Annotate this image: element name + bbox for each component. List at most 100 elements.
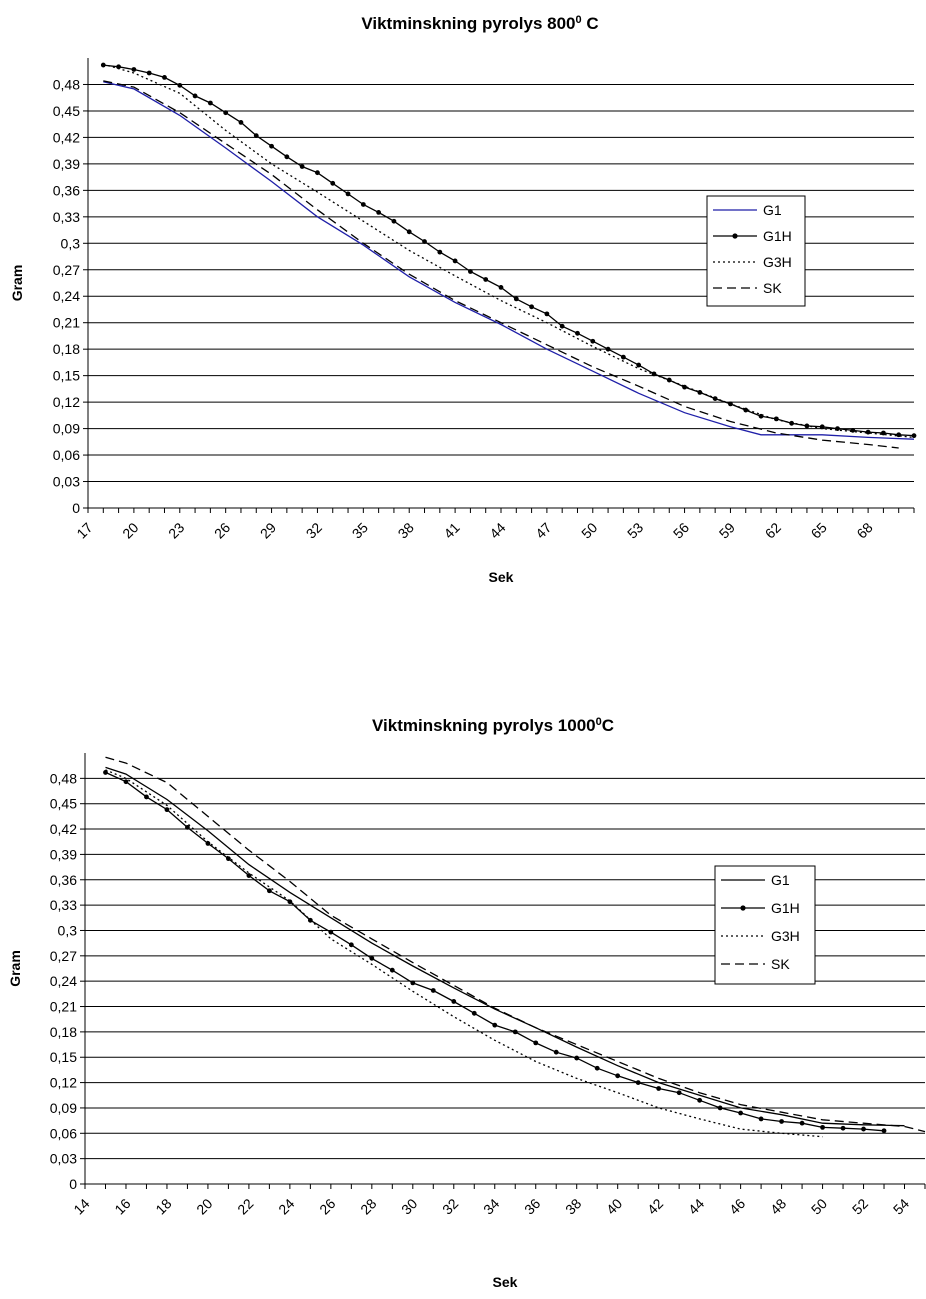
- chart2-legend: [714, 865, 816, 985]
- chart1-x-tick-label: 50: [578, 519, 600, 541]
- chart-800c: Viktminskning pyrolys 8000 C 0 0,03 0,06 0,0…: [0, 0, 926, 640]
- chart1-series-g1h-point: [575, 330, 580, 336]
- chart1-x-tick-label: 20: [119, 519, 141, 541]
- chart1-series-g1h-point: [406, 229, 412, 235]
- chart2-y-tick-label: 0,12: [50, 1075, 77, 1091]
- chart1-series-g1h-point: [253, 133, 259, 139]
- chart1-y-tick-label: 0,39: [53, 156, 80, 172]
- chart2-x-tick-label: 40: [603, 1195, 625, 1217]
- chart2-y-tick-label: 0,27: [50, 948, 77, 964]
- chart1-legend: [706, 195, 806, 307]
- chart2-legend-marker-g1h: [740, 905, 746, 911]
- chart1-series-g1h-line: [103, 64, 915, 437]
- chart1-series-g1h-point: [315, 170, 320, 176]
- chart2-series-g1h-point: [717, 1105, 723, 1111]
- chart2-series-g1h-point: [820, 1124, 825, 1130]
- chart2-series-g1h-point: [471, 1010, 477, 1016]
- chart1-x-tick-label: 47: [532, 519, 554, 541]
- chart2-title-suffix: C: [602, 716, 614, 735]
- chart1-series-g1h-point: [697, 390, 703, 395]
- chart1-series-g1h-point: [146, 70, 152, 76]
- chart1-x-tick-label: 68: [853, 519, 875, 541]
- chart1-series-g3h-line: [103, 63, 915, 439]
- chart2-y-tick-label: 0,21: [50, 999, 77, 1015]
- chart2-title: Viktminskning pyrolys 10000C: [372, 716, 614, 735]
- chart1-series-g1h-point: [498, 285, 504, 290]
- chart2-x-tick-label: 50: [808, 1195, 830, 1217]
- chart1-legend-label-g1: G1: [763, 202, 782, 218]
- chart2-x-tick-label: 44: [685, 1195, 707, 1217]
- chart2-series-g1h-point: [533, 1040, 539, 1046]
- chart1-y-tick-label: 0,18: [53, 341, 80, 357]
- chart2-x-tick-label: 24: [275, 1195, 297, 1217]
- chart1-series-g1h-point: [865, 429, 871, 435]
- chart1-series-g1-line: [103, 81, 915, 440]
- chart2-series-g1h-point: [430, 988, 436, 993]
- chart1-series-g1h-point: [850, 427, 856, 433]
- chart1-y-tick-label: 0,24: [53, 288, 80, 304]
- chart1-y-tick-label: 0,03: [53, 474, 80, 490]
- chart2-series-g1h-point: [676, 1090, 682, 1096]
- chart2-x-tick-label: 28: [357, 1195, 379, 1217]
- chart2-series-g1h-point: [103, 770, 108, 775]
- chart1-series-g1h-point: [269, 143, 274, 149]
- chart2-series-g1h-point: [758, 1116, 764, 1122]
- chart1-title-suffix: C: [582, 14, 599, 33]
- chart1-series-g1h-point: [437, 249, 443, 255]
- chart2-y-tick-label: 0: [69, 1176, 77, 1192]
- chart1-series-g1h-point: [192, 93, 198, 99]
- chart1-series-g1h-point: [590, 338, 596, 344]
- chart2-series-g1h-point: [410, 980, 416, 986]
- chart2-series-g1h-point: [779, 1119, 784, 1124]
- chart2-y-tick-label: 0,3: [58, 922, 78, 938]
- chart1-series-g1h-point: [559, 323, 565, 329]
- chart2-x-tick-label: 34: [480, 1195, 502, 1217]
- chart1-series-g1h-point: [468, 269, 473, 274]
- chart2-series-g1h-point: [492, 1022, 498, 1028]
- chart2-series-g1h-point: [594, 1065, 600, 1071]
- chart2-x-tick-label: 54: [890, 1195, 912, 1217]
- chart1-y-tick-label: 0,27: [53, 262, 80, 278]
- chart2-x-axis-label: Sek: [493, 1274, 518, 1290]
- chart1-series-g1h-point: [452, 258, 458, 264]
- chart2-x-tick-label: 42: [644, 1195, 666, 1217]
- chart1-legend-marker-g1h: [732, 233, 738, 239]
- chart2-y-tick-label: 0,06: [50, 1125, 77, 1141]
- chart2-x-tick-label: 48: [767, 1195, 789, 1217]
- chart2-series-g1h-point: [328, 929, 334, 935]
- chart1-x-tick-label: 56: [670, 519, 692, 541]
- chart1-y-tick-label: 0,45: [53, 103, 80, 119]
- chart2-legend-label-g1h: G1H: [771, 900, 800, 916]
- chart1-x-tick-label: 53: [624, 519, 646, 541]
- chart1-series-g1h-point: [773, 416, 779, 422]
- chart2-series-g1h-point: [574, 1055, 580, 1061]
- chart2-y-tick-label: 0,15: [50, 1049, 77, 1065]
- chart2-x-tick-label: 14: [70, 1195, 92, 1217]
- chart1-x-axis-label: Sek: [489, 569, 514, 585]
- chart1-series-g1h-point: [330, 180, 336, 186]
- chart1-x-tick-label: 23: [165, 519, 187, 541]
- chart1-x-tick-label: 38: [395, 519, 417, 541]
- chart2-y-tick-label: 0,33: [50, 897, 77, 913]
- chart1-series-g1h-point: [483, 277, 489, 282]
- chart1-y-tick-label: 0,33: [53, 209, 80, 225]
- chart2-x-tick-label: 20: [193, 1195, 215, 1217]
- chart1-y-tick-label: 0: [72, 500, 80, 516]
- chart1-x-tick-label: 44: [486, 519, 508, 541]
- chart1-x-tick-label: 65: [808, 519, 830, 541]
- chart1-y-tick-label: 0,09: [53, 421, 80, 437]
- chart2-series-g1h-point: [512, 1029, 518, 1035]
- chart-1000c-svg: Viktminskning pyrolys 10000C00,030,060,0…: [7, 716, 926, 1290]
- chart1-series-g1h-point: [544, 311, 550, 317]
- chart2-y-tick-label: 0,36: [50, 872, 77, 888]
- chart1-legend-label-sk: SK: [763, 280, 782, 296]
- chart2-x-tick-label: 26: [316, 1195, 338, 1217]
- chart2-series-g1h-point: [164, 807, 170, 813]
- chart2-series-g1h-point: [144, 794, 149, 800]
- chart2-x-tick-label: 52: [849, 1195, 871, 1217]
- chart2-legend-label-g1: G1: [771, 872, 790, 888]
- chart1-x-tick-label: 32: [303, 519, 325, 541]
- chart2-series-g1h-point: [123, 779, 129, 785]
- chart2-y-tick-label: 0,18: [50, 1024, 77, 1040]
- chart1-y-tick-label: 0,21: [53, 315, 80, 331]
